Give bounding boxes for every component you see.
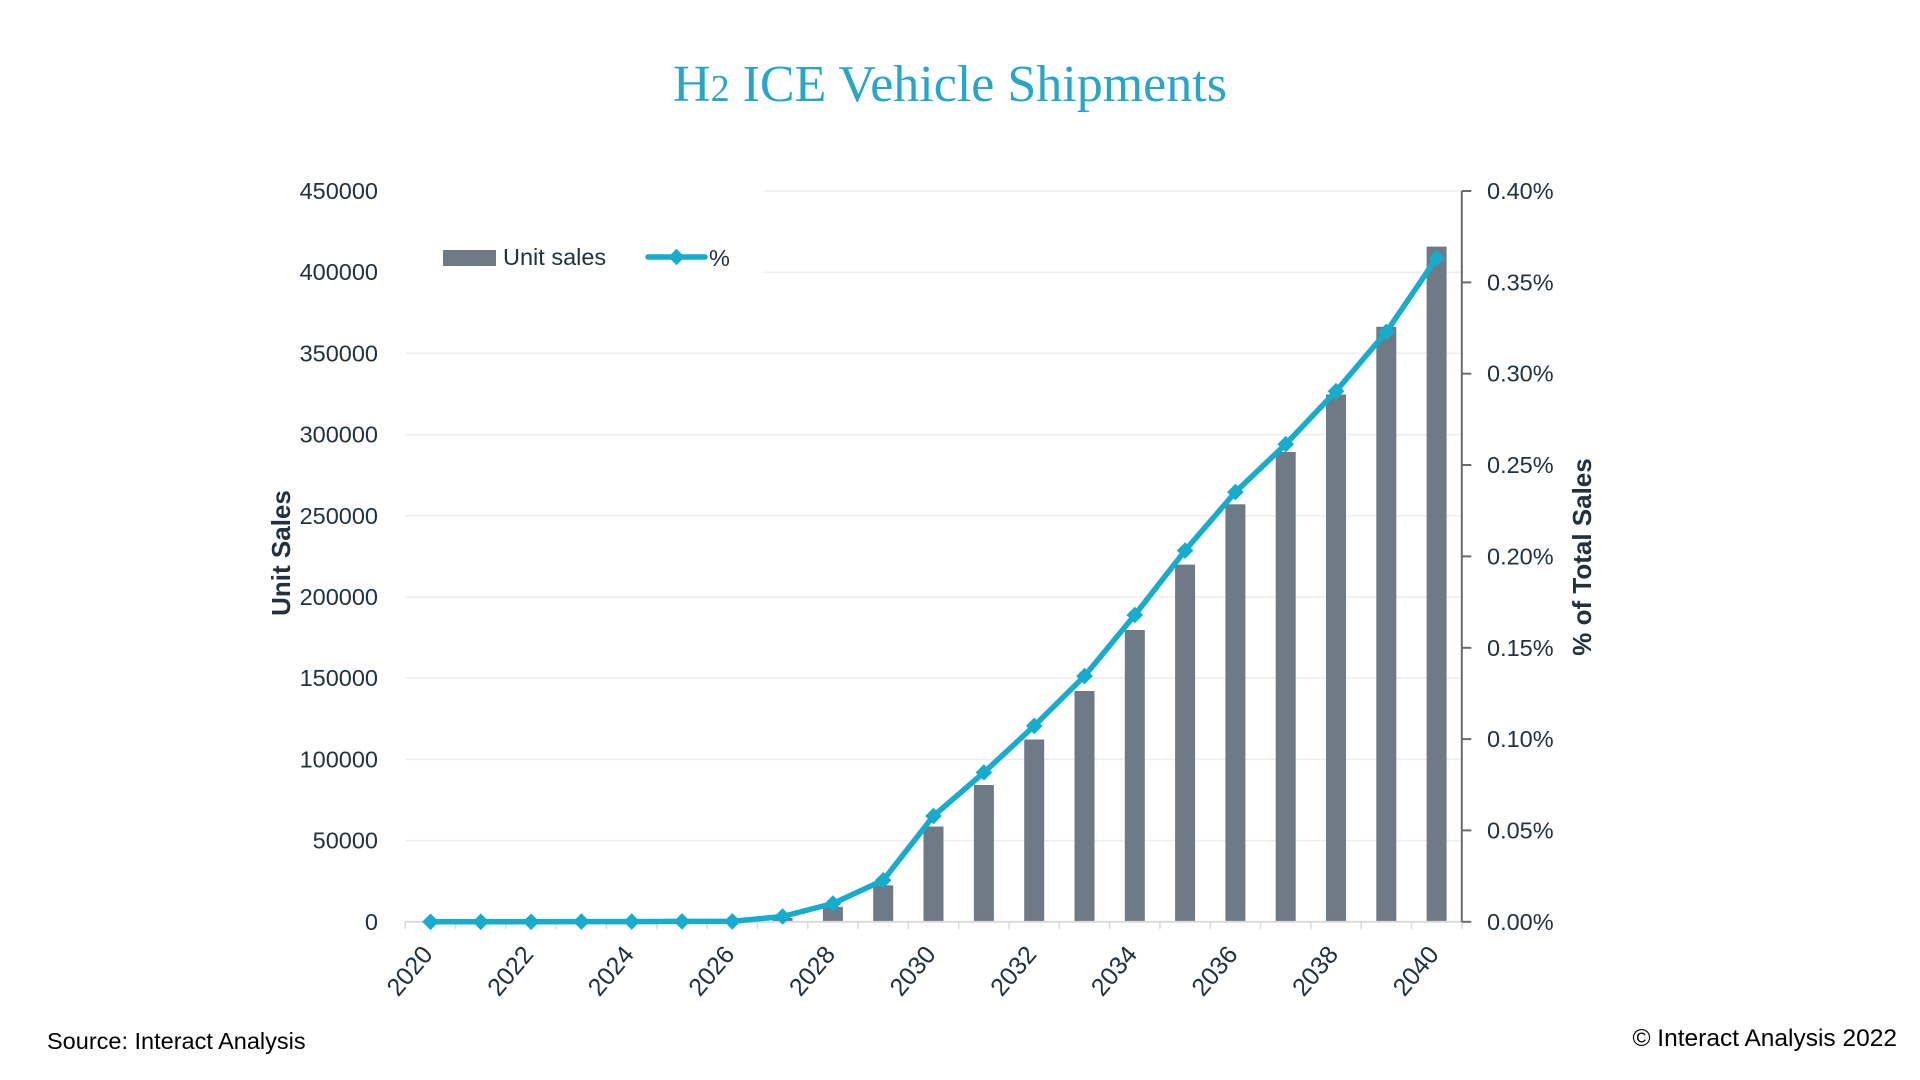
svg-text:100000: 100000 xyxy=(300,746,378,772)
svg-text:0.10%: 0.10% xyxy=(1487,726,1554,752)
svg-text:© Interact Analysis 2022: © Interact Analysis 2022 xyxy=(1632,1025,1897,1052)
svg-text:%: % xyxy=(709,245,730,271)
svg-text:250000: 250000 xyxy=(300,503,378,529)
svg-text:% of Total Sales: % of Total Sales xyxy=(1567,458,1597,655)
svg-text:0.25%: 0.25% xyxy=(1487,452,1554,478)
svg-text:0.35%: 0.35% xyxy=(1487,269,1554,295)
svg-text:Unit sales: Unit sales xyxy=(503,244,606,270)
svg-text:0.15%: 0.15% xyxy=(1487,635,1554,661)
svg-text:Source: Interact Analysis: Source: Interact Analysis xyxy=(47,1028,306,1054)
svg-text:200000: 200000 xyxy=(300,584,378,610)
svg-text:0.05%: 0.05% xyxy=(1487,817,1554,843)
svg-text:0: 0 xyxy=(365,909,378,935)
svg-text:450000: 450000 xyxy=(300,178,378,204)
svg-text:0.30%: 0.30% xyxy=(1487,361,1554,387)
svg-text:400000: 400000 xyxy=(300,259,378,285)
svg-text:300000: 300000 xyxy=(300,422,378,448)
svg-text:0.00%: 0.00% xyxy=(1487,909,1554,935)
svg-text:150000: 150000 xyxy=(300,665,378,691)
svg-text:50000: 50000 xyxy=(313,828,378,854)
svg-text:350000: 350000 xyxy=(300,340,378,366)
svg-text:Unit Sales: Unit Sales xyxy=(266,490,296,616)
svg-text:H2 ICE Vehicle Shipments: H2 ICE Vehicle Shipments xyxy=(673,56,1227,113)
svg-text:0.20%: 0.20% xyxy=(1487,543,1554,569)
svg-text:0.40%: 0.40% xyxy=(1487,178,1554,204)
